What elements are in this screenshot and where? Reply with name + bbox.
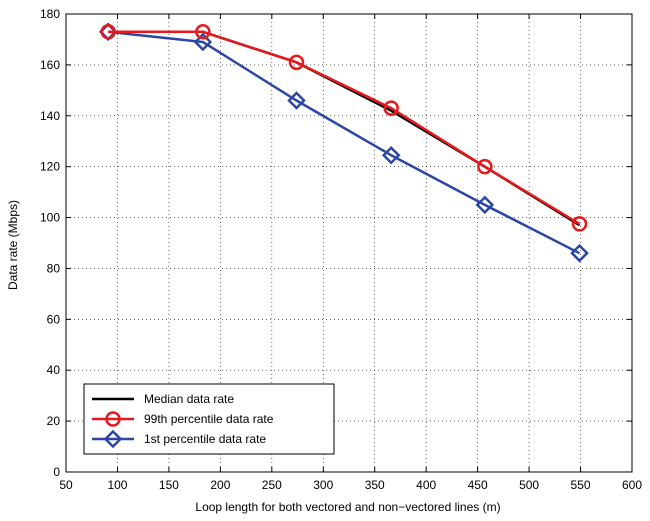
legend-marker: [103, 429, 123, 449]
plot-frame: [65, 13, 633, 473]
axes: 50 100 150 200 250 300 350 400 450 500 550 600 0 20 40…: [40, 7, 642, 492]
legend: Median data rate 99th percentile data rat…: [83, 383, 335, 455]
legend-marker: [105, 411, 121, 427]
data-point: [193, 32, 213, 52]
data-point: [195, 24, 211, 40]
data-point: [288, 54, 305, 71]
x-tick-label: 400: [416, 478, 436, 492]
x-tick-label: 250: [262, 478, 282, 492]
data-point: [287, 91, 306, 110]
x-tick-label: 550: [571, 478, 591, 492]
series: [98, 22, 589, 263]
y-tick-label: 60: [47, 312, 61, 326]
x-tick-label: 50: [59, 478, 73, 492]
legend-item-1st-percentile-data-rate: 1st percentile data rate: [92, 429, 266, 449]
y-tick-label: 180: [40, 7, 60, 21]
y-axis-label: Data rate (Mbps): [6, 200, 20, 290]
x-tick-label: 100: [107, 478, 127, 492]
y-tick-label: 40: [47, 363, 61, 377]
series-line: [108, 30, 581, 255]
data-point: [383, 100, 399, 116]
data-point: [475, 195, 495, 215]
x-tick-label: 150: [159, 478, 179, 492]
y-tick-label: 0: [53, 465, 60, 479]
legend-item-99th-percentile-data-rate: 99th percentile data rate: [92, 411, 274, 427]
legend-label: 99th percentile data rate: [144, 412, 274, 426]
legend-item-median-data-rate: Median data rate: [92, 392, 234, 406]
data-point: [477, 158, 493, 175]
y-tick-label: 120: [40, 160, 60, 174]
x-tick-label: 300: [313, 478, 333, 492]
y-tick-label: 80: [47, 261, 61, 275]
x-tick-label: 500: [519, 478, 539, 492]
data-point: [100, 24, 116, 40]
x-tick-label: 600: [622, 478, 642, 492]
series-99th-percentile-data-rate: [100, 24, 588, 232]
data-point: [570, 243, 589, 263]
x-axis-label: Loop length for both vectored and non−ve…: [195, 500, 500, 514]
x-tick-label: 450: [468, 478, 488, 492]
x-tick-label: 200: [210, 478, 230, 492]
y-tick-label: 100: [40, 211, 60, 225]
legend-label: Median data rate: [144, 392, 234, 406]
series-line: [108, 30, 581, 225]
grid: [66, 14, 632, 472]
series-1st-percentile-data-rate: [98, 22, 589, 263]
legend-label: 1st percentile data rate: [144, 432, 266, 446]
data-point: [571, 216, 588, 232]
x-tick-label: 350: [365, 478, 385, 492]
data-point: [381, 145, 401, 165]
y-tick-label: 140: [40, 109, 60, 123]
y-tick-label: 160: [40, 58, 60, 72]
y-tick-label: 20: [47, 414, 61, 428]
